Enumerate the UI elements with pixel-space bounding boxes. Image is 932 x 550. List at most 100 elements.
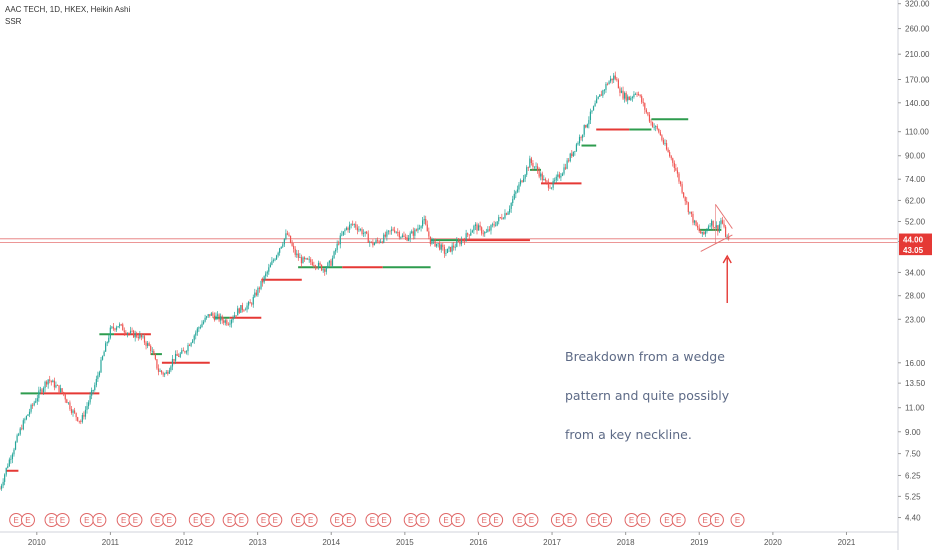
earnings-marker[interactable]: E xyxy=(9,513,24,527)
candle-body xyxy=(362,233,365,234)
earnings-marker[interactable]: E xyxy=(92,513,107,527)
earnings-marker[interactable]: E xyxy=(624,513,639,527)
candle-body xyxy=(653,126,655,128)
candle-body xyxy=(77,417,79,421)
earnings-marker[interactable]: E xyxy=(450,513,465,527)
earnings-marker[interactable]: E xyxy=(79,513,94,527)
earnings-marker[interactable]: E xyxy=(234,513,249,527)
earnings-marker[interactable]: E xyxy=(709,513,724,527)
candle-body xyxy=(115,327,118,330)
earnings-marker[interactable]: E xyxy=(330,513,345,527)
earnings-marker[interactable]: E xyxy=(256,513,271,527)
candle-body xyxy=(577,143,579,145)
candle-body xyxy=(164,373,166,375)
candle-body xyxy=(133,330,135,338)
candle-body xyxy=(622,90,624,99)
candle-body xyxy=(240,305,242,313)
candle-body xyxy=(16,435,18,442)
earnings-marker[interactable]: E xyxy=(116,513,131,527)
candle-body xyxy=(459,241,461,245)
earnings-marker-label: E xyxy=(14,516,19,525)
earnings-marker[interactable]: E xyxy=(268,513,283,527)
earnings-marker-label: E xyxy=(49,516,54,525)
earnings-marker[interactable]: E xyxy=(200,513,215,527)
candle-body xyxy=(195,332,197,336)
candle-body xyxy=(512,199,514,204)
candle-body xyxy=(715,225,717,228)
candle-body xyxy=(123,330,125,333)
earnings-marker[interactable]: E xyxy=(188,513,203,527)
candle-body xyxy=(321,264,323,271)
candle-body xyxy=(606,83,609,85)
candle-body xyxy=(162,372,164,375)
earnings-marker[interactable]: E xyxy=(291,513,306,527)
earnings-marker[interactable]: E xyxy=(550,513,565,527)
candle-body xyxy=(216,314,219,316)
earnings-marker[interactable]: E xyxy=(439,513,454,527)
candle-body xyxy=(644,103,646,110)
candle-body xyxy=(651,122,654,128)
earnings-marker[interactable]: E xyxy=(55,513,70,527)
candle-body xyxy=(212,313,214,316)
candle-body xyxy=(324,269,326,272)
earnings-marker-circle xyxy=(20,513,35,527)
earnings-marker[interactable]: E xyxy=(636,513,651,527)
earnings-marker[interactable]: E xyxy=(524,513,539,527)
candle-body xyxy=(274,259,276,261)
candle-body xyxy=(687,202,689,213)
candle-body xyxy=(381,241,383,243)
candle-body xyxy=(648,114,651,122)
candle-body xyxy=(299,257,301,259)
time-axis[interactable]: 2010 2011 2012 2013 2014 2015 2016 2017 2018 2019… xyxy=(0,531,898,547)
earnings-marker[interactable]: E xyxy=(162,513,177,527)
candle-body xyxy=(209,314,211,316)
earnings-marker[interactable]: E xyxy=(698,513,713,527)
earnings-marker[interactable]: E xyxy=(403,513,418,527)
earnings-marker[interactable]: E xyxy=(150,513,165,527)
candle-body xyxy=(721,220,724,224)
earnings-marker-circle xyxy=(415,513,430,527)
earnings-marker[interactable]: E xyxy=(489,513,504,527)
candle-body xyxy=(350,223,352,225)
earnings-marker[interactable]: E xyxy=(598,513,613,527)
candle-body xyxy=(543,179,545,181)
candle-body xyxy=(664,143,666,144)
candle-body xyxy=(440,244,442,250)
earnings-marker[interactable]: E xyxy=(730,513,745,527)
candle-body xyxy=(658,128,660,133)
candle-body xyxy=(5,467,7,475)
candle-body xyxy=(27,414,29,416)
price-tick-label: 9.00 xyxy=(905,428,921,437)
candle-body xyxy=(143,336,146,343)
indicator-label: SSR xyxy=(5,17,22,26)
price-axis[interactable]: 320.00 260.00 210.00 170.00 140.00 110.00 90.0… xyxy=(897,0,932,550)
earnings-marker[interactable]: E xyxy=(303,513,318,527)
earnings-marker[interactable]: E xyxy=(586,513,601,527)
earnings-marker-label: E xyxy=(346,516,351,525)
candle-body xyxy=(8,459,10,467)
earnings-marker[interactable]: E xyxy=(222,513,237,527)
candle-body xyxy=(380,241,382,243)
earnings-marker[interactable]: E xyxy=(377,513,392,527)
price-tick-label: 110.00 xyxy=(905,128,929,137)
price-tick-label: 6.25 xyxy=(905,471,921,480)
earnings-marker[interactable]: E xyxy=(415,513,430,527)
candle-body xyxy=(106,342,108,344)
earnings-marker[interactable]: E xyxy=(20,513,35,527)
earnings-marker[interactable]: E xyxy=(659,513,674,527)
earnings-marker[interactable]: E xyxy=(341,513,356,527)
earnings-marker[interactable]: E xyxy=(128,513,143,527)
time-tick-label: 2012 xyxy=(175,538,193,547)
earnings-marker[interactable]: E xyxy=(365,513,380,527)
candle-body xyxy=(176,353,178,356)
candle-body xyxy=(153,350,155,355)
earnings-marker[interactable]: E xyxy=(477,513,492,527)
earnings-marker[interactable]: E xyxy=(562,513,577,527)
price-tick-label: 260.00 xyxy=(905,25,930,34)
candle-body xyxy=(550,187,553,189)
candle-body xyxy=(81,415,83,422)
earnings-marker[interactable]: E xyxy=(512,513,527,527)
earnings-marker[interactable]: E xyxy=(671,513,686,527)
